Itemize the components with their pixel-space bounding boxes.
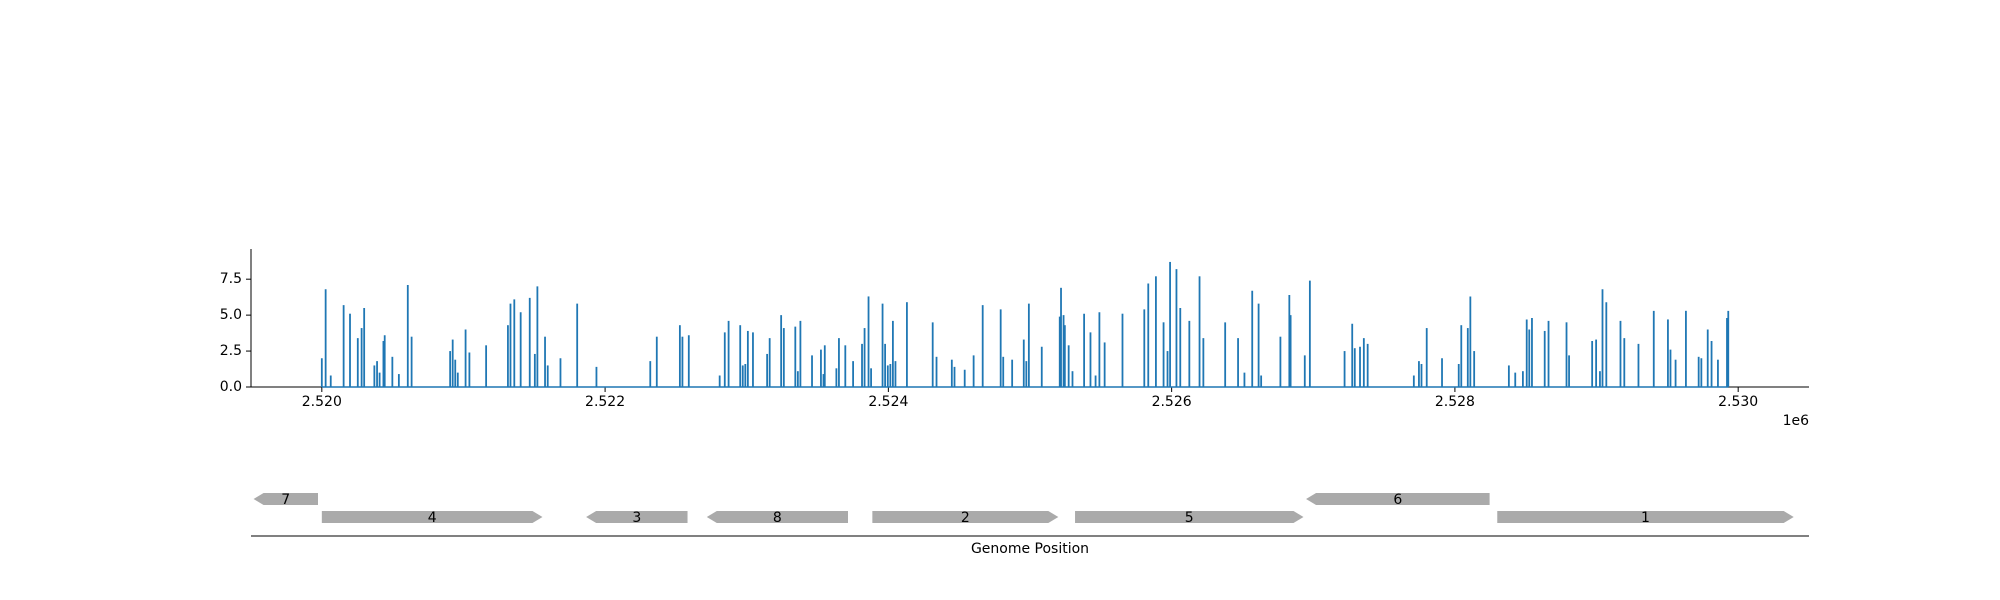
- gene-label: 7: [281, 492, 290, 508]
- gene-label: 8: [773, 510, 782, 526]
- gene-arrow: [253, 493, 318, 505]
- gene-arrow: [1306, 493, 1490, 505]
- x-tick-label: 2.524: [868, 394, 908, 410]
- x-offset-label: 1e6: [1783, 413, 1810, 429]
- gene-arrow: [706, 511, 848, 523]
- gene-label: 6: [1393, 492, 1402, 508]
- x-tick-label: 2.530: [1718, 394, 1758, 410]
- gene-label: 3: [632, 510, 641, 526]
- x-axis-label: Genome Position: [971, 541, 1089, 557]
- gene-arrow: [586, 511, 688, 523]
- gene-label: 2: [961, 510, 970, 526]
- y-tick-label: 5.0: [220, 307, 242, 323]
- x-tick-label: 2.526: [1152, 394, 1192, 410]
- gene-label: 4: [428, 510, 437, 526]
- gene-arrow: [1075, 511, 1304, 523]
- y-tick-label: 7.5: [220, 271, 242, 287]
- gene-arrow: [1497, 511, 1794, 523]
- gene-arrow: [872, 511, 1059, 523]
- x-tick-label: 2.522: [585, 394, 625, 410]
- gene-label: 5: [1185, 510, 1194, 526]
- gene-arrow: [321, 511, 543, 523]
- gene-label: 1: [1641, 510, 1650, 526]
- x-tick-label: 2.528: [1435, 394, 1475, 410]
- x-tick-label: 2.520: [302, 394, 342, 410]
- y-tick-label: 0.0: [220, 379, 242, 395]
- y-tick-label: 2.5: [220, 343, 242, 359]
